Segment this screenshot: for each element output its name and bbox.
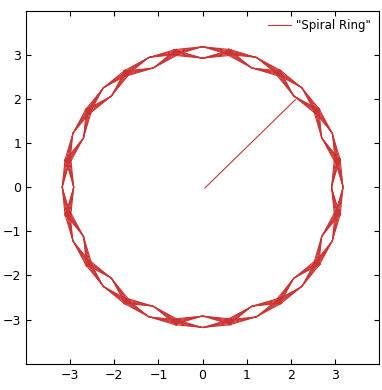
Legend: "Spiral Ring": "Spiral Ring" [263,14,376,37]
